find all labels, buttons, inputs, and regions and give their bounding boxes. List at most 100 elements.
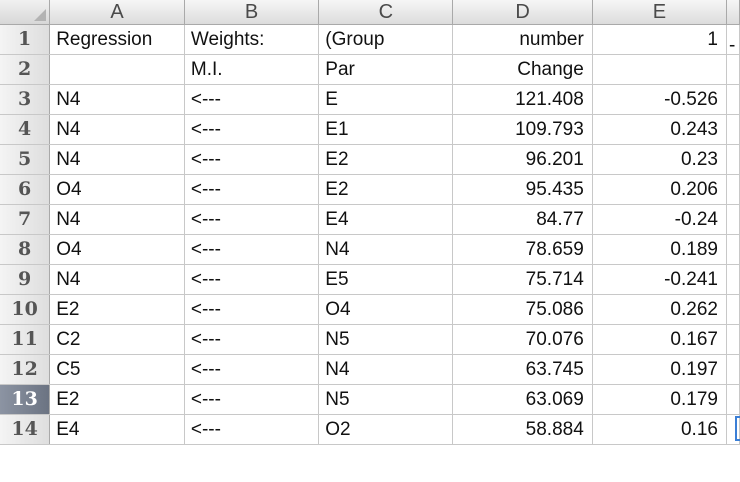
cell-e1[interactable]: 1: [592, 24, 727, 55]
cell-c6[interactable]: E2: [318, 174, 454, 205]
cell-e12[interactable]: 0.197: [592, 354, 727, 385]
cell-e8[interactable]: 0.189: [592, 234, 727, 265]
cell-d3[interactable]: 121.408: [452, 84, 593, 115]
cell-c3[interactable]: E: [318, 84, 454, 115]
row-header-9[interactable]: 9: [0, 264, 51, 295]
column-header-a[interactable]: A: [49, 0, 185, 25]
cell-partial-12[interactable]: [726, 354, 740, 385]
cell-c14[interactable]: O2: [318, 414, 454, 445]
row-header-4[interactable]: 4: [0, 114, 51, 145]
cell-a13[interactable]: E2: [49, 384, 185, 415]
cell-a8[interactable]: O4: [49, 234, 185, 265]
row-header-13[interactable]: 13: [0, 384, 51, 415]
cell-e10[interactable]: 0.262: [592, 294, 727, 325]
cell-a4[interactable]: N4: [49, 114, 185, 145]
row-header-7[interactable]: 7: [0, 204, 51, 235]
column-header-e[interactable]: E: [592, 0, 727, 25]
cell-c7[interactable]: E4: [318, 204, 454, 235]
column-header-c[interactable]: C: [318, 0, 454, 25]
cell-a14[interactable]: E4: [49, 414, 185, 445]
column-header-d[interactable]: D: [452, 0, 593, 25]
cell-d5[interactable]: 96.201: [452, 144, 593, 175]
row-header-14[interactable]: 14: [0, 414, 51, 445]
cell-e13[interactable]: 0.179: [592, 384, 727, 415]
select-all-button[interactable]: [0, 0, 51, 25]
cell-b7[interactable]: <---: [184, 204, 320, 235]
cell-e5[interactable]: 0.23: [592, 144, 727, 175]
cell-partial-10[interactable]: [726, 294, 740, 325]
cell-c9[interactable]: E5: [318, 264, 454, 295]
cell-b11[interactable]: <---: [184, 324, 320, 355]
cell-partial-8[interactable]: [726, 234, 740, 265]
cell-d12[interactable]: 63.745: [452, 354, 593, 385]
cell-e6[interactable]: 0.206: [592, 174, 727, 205]
cell-a9[interactable]: N4: [49, 264, 185, 295]
cell-a12[interactable]: C5: [49, 354, 185, 385]
cell-c10[interactable]: O4: [318, 294, 454, 325]
cell-c4[interactable]: E1: [318, 114, 454, 145]
cell-d1[interactable]: number: [452, 24, 593, 55]
cell-partial-1[interactable]: [726, 24, 740, 55]
cell-c8[interactable]: N4: [318, 234, 454, 265]
cell-partial-13[interactable]: [726, 384, 740, 415]
cell-c1[interactable]: (Group: [318, 24, 454, 55]
cell-e4[interactable]: 0.243: [592, 114, 727, 145]
cell-c2[interactable]: Par: [318, 54, 454, 85]
cell-d4[interactable]: 109.793: [452, 114, 593, 145]
cell-b6[interactable]: <---: [184, 174, 320, 205]
cell-a11[interactable]: C2: [49, 324, 185, 355]
cell-partial-6[interactable]: [726, 174, 740, 205]
cell-a2[interactable]: [49, 54, 185, 85]
row-header-5[interactable]: 5: [0, 144, 51, 175]
row-header-2[interactable]: 2: [0, 54, 51, 85]
row-header-3[interactable]: 3: [0, 84, 51, 115]
cell-c11[interactable]: N5: [318, 324, 454, 355]
cell-b13[interactable]: <---: [184, 384, 320, 415]
cell-b12[interactable]: <---: [184, 354, 320, 385]
cell-partial-5[interactable]: [726, 144, 740, 175]
cell-a6[interactable]: O4: [49, 174, 185, 205]
cell-e11[interactable]: 0.167: [592, 324, 727, 355]
cell-d6[interactable]: 95.435: [452, 174, 593, 205]
cell-e2[interactable]: [592, 54, 727, 85]
row-header-10[interactable]: 10: [0, 294, 51, 325]
row-header-11[interactable]: 11: [0, 324, 51, 355]
cell-c12[interactable]: N4: [318, 354, 454, 385]
cell-partial-4[interactable]: [726, 114, 740, 145]
cell-a10[interactable]: E2: [49, 294, 185, 325]
cell-a3[interactable]: N4: [49, 84, 185, 115]
cell-e3[interactable]: -0.526: [592, 84, 727, 115]
cell-partial-9[interactable]: [726, 264, 740, 295]
cell-b10[interactable]: <---: [184, 294, 320, 325]
cell-b2[interactable]: M.I.: [184, 54, 320, 85]
cell-d7[interactable]: 84.77: [452, 204, 593, 235]
cell-b1[interactable]: Weights:: [184, 24, 320, 55]
cell-c13[interactable]: N5: [318, 384, 454, 415]
cell-e7[interactable]: -0.24: [592, 204, 727, 235]
column-header-partial[interactable]: [726, 0, 740, 25]
row-header-6[interactable]: 6: [0, 174, 51, 205]
cell-b9[interactable]: <---: [184, 264, 320, 295]
cell-b3[interactable]: <---: [184, 84, 320, 115]
cell-b14[interactable]: <---: [184, 414, 320, 445]
cell-e9[interactable]: -0.241: [592, 264, 727, 295]
row-header-1[interactable]: 1: [0, 24, 51, 55]
column-header-b[interactable]: B: [184, 0, 320, 25]
cell-d13[interactable]: 63.069: [452, 384, 593, 415]
row-header-12[interactable]: 12: [0, 354, 51, 385]
cell-partial-7[interactable]: [726, 204, 740, 235]
cell-a1[interactable]: Regression: [49, 24, 185, 55]
cell-d2[interactable]: Change: [452, 54, 593, 85]
cell-b5[interactable]: <---: [184, 144, 320, 175]
cell-a7[interactable]: N4: [49, 204, 185, 235]
cell-d8[interactable]: 78.659: [452, 234, 593, 265]
cell-partial-11[interactable]: [726, 324, 740, 355]
cell-d10[interactable]: 75.086: [452, 294, 593, 325]
cell-partial-3[interactable]: [726, 84, 740, 115]
cell-partial-2[interactable]: [726, 54, 740, 85]
cell-b8[interactable]: <---: [184, 234, 320, 265]
cell-d9[interactable]: 75.714: [452, 264, 593, 295]
cell-c5[interactable]: E2: [318, 144, 454, 175]
row-header-8[interactable]: 8: [0, 234, 51, 265]
cell-d14[interactable]: 58.884: [452, 414, 593, 445]
